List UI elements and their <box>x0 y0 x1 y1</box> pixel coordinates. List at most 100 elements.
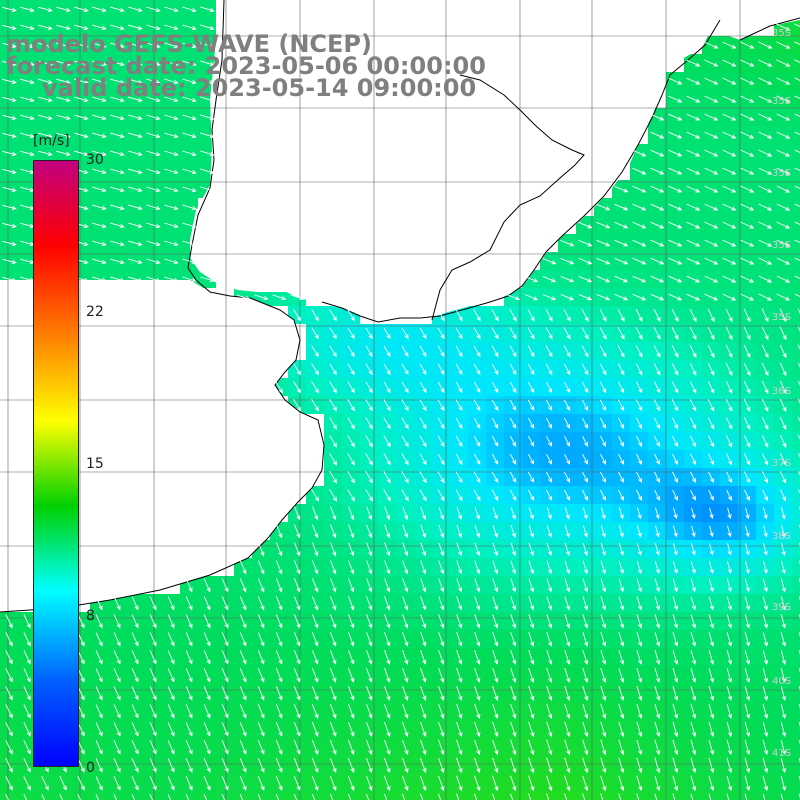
wind-arrow <box>383 381 391 394</box>
wind-speed-cell <box>792 270 800 288</box>
wind-arrow <box>708 703 715 719</box>
wind-arrow <box>203 632 211 647</box>
wind-arrow <box>672 453 678 466</box>
wind-speed-cell <box>792 378 800 396</box>
wind-arrow <box>474 632 481 647</box>
wind-arrow <box>293 309 301 322</box>
wind-arrow <box>726 578 732 593</box>
wind-arrow <box>708 471 714 483</box>
wind-arrow <box>5 614 13 629</box>
wind-arrow <box>618 525 624 538</box>
wind-arrow <box>311 704 319 719</box>
wind-arrow <box>383 757 391 773</box>
wind-arrow <box>704 293 719 301</box>
wind-arrow <box>401 453 409 466</box>
wind-arrow <box>744 703 751 720</box>
wind-speed-cell <box>144 792 162 800</box>
wind-speed-cell <box>198 792 216 800</box>
wind-arrow <box>146 150 161 157</box>
wind-arrow <box>618 614 625 629</box>
wind-arrow <box>762 739 769 756</box>
wind-arrow <box>672 793 676 800</box>
wind-arrow <box>650 131 665 139</box>
wind-arrow <box>330 506 337 521</box>
wind-arrow <box>437 345 445 357</box>
wind-arrow <box>744 739 751 756</box>
wind-arrow <box>582 435 588 447</box>
wind-arrow <box>654 614 661 629</box>
wind-arrow <box>74 78 89 85</box>
wind-arrow <box>74 114 89 121</box>
wind-arrow <box>560 293 575 301</box>
wind-arrow <box>185 740 193 755</box>
wind-arrow <box>618 721 625 738</box>
wind-arrow <box>366 632 373 647</box>
wind-arrow <box>564 399 571 411</box>
wind-arrow <box>401 345 409 358</box>
wind-arrow <box>164 114 179 121</box>
wind-arrow <box>650 293 665 301</box>
wind-arrow <box>510 596 517 611</box>
wind-arrow <box>185 578 193 593</box>
coastline <box>0 0 800 613</box>
wind-arrow <box>185 686 193 701</box>
wind-arrow <box>654 775 661 792</box>
wind-arrow <box>110 132 125 139</box>
wind-arrow <box>2 6 17 12</box>
lat-label: 40S <box>772 676 792 687</box>
wind-arrow <box>167 686 175 701</box>
wind-speed-cell <box>234 792 252 800</box>
wind-arrow <box>20 78 35 84</box>
wind-arrow <box>779 398 787 413</box>
wind-speed-cell <box>162 792 180 800</box>
wind-speed-cell <box>792 54 800 72</box>
wind-arrow <box>650 239 665 247</box>
wind-arrow <box>582 685 589 701</box>
wind-arrow <box>780 667 787 683</box>
wind-arrow <box>236 294 251 301</box>
wind-arrow <box>762 632 769 647</box>
wind-arrow <box>164 258 179 265</box>
wind-speed-cell <box>180 792 198 800</box>
wind-arrow <box>92 60 107 67</box>
wind-arrow <box>546 560 553 575</box>
wind-arrow <box>74 96 89 103</box>
wind-arrow <box>492 614 499 629</box>
wind-arrow <box>564 685 571 701</box>
wind-arrow <box>671 308 679 323</box>
wind-arrow <box>708 596 714 611</box>
wind-arrow <box>564 471 571 483</box>
wind-arrow <box>546 649 553 665</box>
wind-arrow <box>797 489 800 494</box>
wind-arrow <box>776 203 791 211</box>
wind-arrow <box>635 345 643 358</box>
wind-arrow <box>582 560 588 575</box>
wind-arrow <box>744 667 751 683</box>
wind-arrow <box>23 794 28 800</box>
wind-arrow <box>671 381 679 394</box>
wind-arrow <box>762 757 769 774</box>
wind-arrow <box>348 578 355 593</box>
wind-arrow <box>690 578 696 593</box>
wind-arrow <box>689 399 697 412</box>
wind-arrow <box>776 59 791 67</box>
wind-arrow <box>95 614 103 629</box>
wind-arrow <box>420 542 427 557</box>
wind-arrow <box>722 293 737 301</box>
wind-arrow <box>455 327 463 340</box>
wind-speed-cell <box>792 684 800 702</box>
wind-arrow <box>92 276 107 283</box>
wind-arrow <box>2 78 17 84</box>
wind-arrow <box>617 308 625 322</box>
wind-arrow <box>164 186 179 193</box>
wind-arrow <box>437 489 445 502</box>
wind-arrow <box>438 578 445 593</box>
wind-arrow <box>23 722 31 737</box>
wind-arrow <box>384 685 391 701</box>
wind-arrow <box>650 149 665 157</box>
wind-arrow <box>330 596 337 611</box>
wind-arrow <box>38 150 53 157</box>
wind-arrow <box>185 614 193 629</box>
wind-arrow <box>758 41 773 49</box>
wind-arrow <box>582 757 589 774</box>
